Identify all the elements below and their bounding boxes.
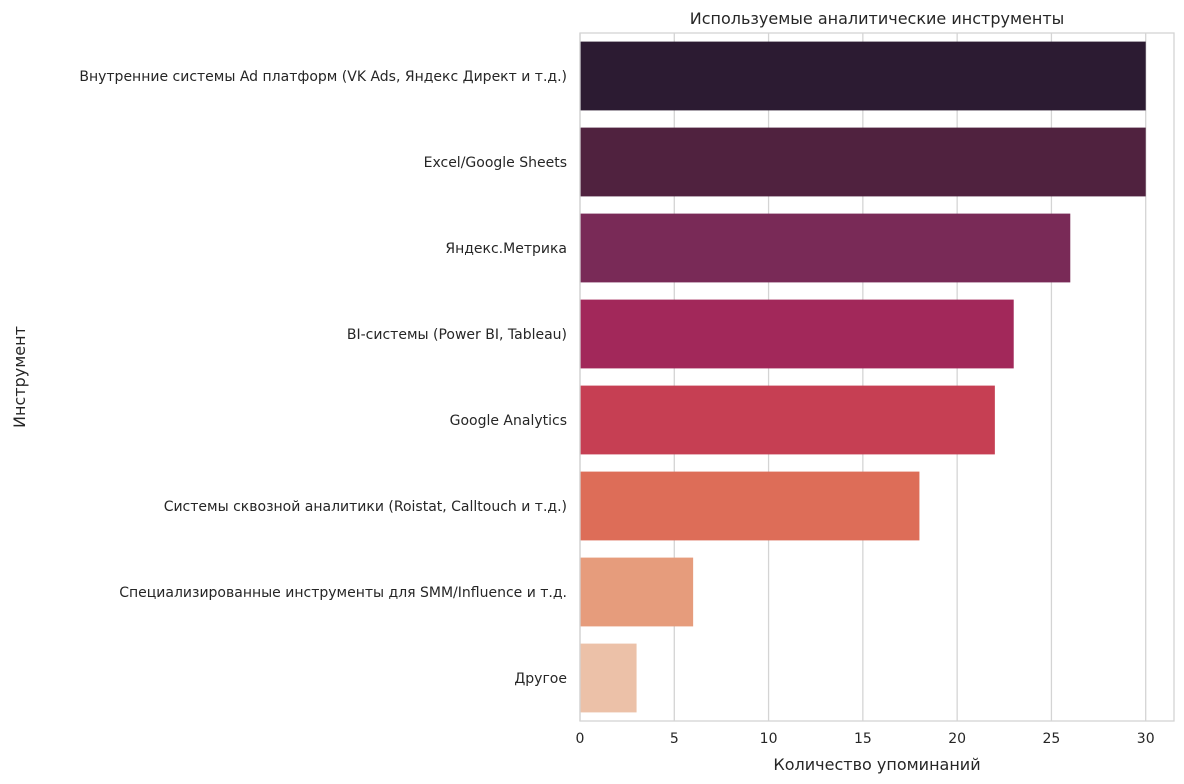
y-tick-label: BI-системы (Power BI, Tableau) [347, 327, 567, 343]
bar [580, 557, 694, 627]
x-tick-label: 5 [670, 731, 679, 747]
chart-title: Используемые аналитические инструменты [690, 9, 1065, 28]
x-tick-label: 0 [576, 731, 585, 747]
y-tick-label: Google Analytics [450, 413, 567, 429]
bar [580, 41, 1146, 111]
bar [580, 385, 995, 455]
bars [580, 41, 1146, 713]
plot-frame [579, 32, 1175, 722]
y-tick-label: Внутренние системы Ad платформ (VK Ads, … [79, 69, 567, 85]
bar [580, 471, 920, 541]
x-tick-label: 15 [854, 731, 872, 747]
y-tick-label: Другое [514, 671, 567, 687]
x-tick-label: 10 [760, 731, 778, 747]
bar [580, 127, 1146, 197]
y-tick-labels: Внутренние системы Ad платформ (VK Ads, … [79, 69, 567, 687]
bar [580, 299, 1014, 369]
x-tick-labels: 0 5 10 15 20 25 30 [576, 731, 1155, 747]
y-tick-label: Специализированные инструменты для SMM/I… [119, 585, 567, 601]
bar [580, 213, 1071, 283]
y-tick-label: Системы сквозной аналитики (Roistat, Cal… [164, 499, 567, 515]
x-tick-label: 25 [1043, 731, 1061, 747]
y-tick-label: Excel/Google Sheets [424, 155, 567, 171]
x-axis-label: Количество упоминаний [773, 755, 980, 774]
y-tick-label: Яндекс.Метрика [445, 241, 567, 257]
x-tick-label: 20 [948, 731, 966, 747]
x-tick-label: 30 [1137, 731, 1155, 747]
y-axis-label: Инструмент [10, 326, 29, 428]
bar [580, 643, 637, 713]
